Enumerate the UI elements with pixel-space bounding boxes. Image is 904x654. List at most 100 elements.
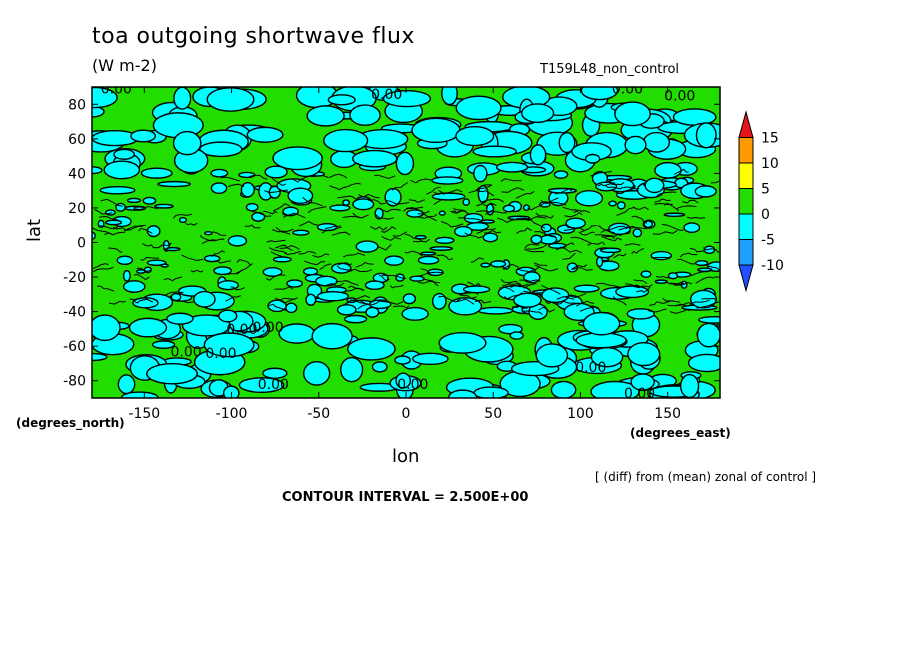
negative-anomaly-region — [166, 312, 194, 325]
contour-line — [674, 281, 693, 286]
contour-line — [476, 190, 495, 197]
contour-line — [279, 245, 300, 250]
contour-line — [392, 231, 408, 237]
contour-line — [665, 280, 683, 285]
negative-anomaly-region — [495, 161, 529, 173]
contour-line — [475, 184, 493, 191]
contour-line — [359, 299, 380, 306]
contour-line — [556, 296, 575, 300]
contour-line — [689, 299, 710, 305]
contour-value-label: 0.00 — [205, 346, 236, 362]
contour-line — [326, 282, 344, 287]
contour-line — [228, 183, 245, 188]
contour-line — [381, 226, 397, 233]
negative-anomaly-region — [431, 176, 464, 185]
contour-line — [535, 212, 554, 219]
negative-anomaly-region — [624, 135, 647, 155]
negative-anomaly-region — [480, 219, 495, 224]
contour-line — [350, 295, 371, 301]
negative-anomaly-region — [455, 95, 502, 121]
negative-anomaly-region — [687, 353, 720, 373]
contour-line — [266, 303, 287, 311]
contour-line — [441, 221, 464, 228]
contour-line — [185, 222, 198, 226]
colorbar-label: -10 — [761, 258, 784, 274]
contour-line — [328, 173, 348, 179]
contour-line — [461, 291, 479, 295]
contour-line — [348, 285, 365, 292]
contour-line — [534, 230, 555, 238]
contour-line — [337, 262, 353, 266]
negative-anomaly-region — [238, 377, 285, 394]
negative-anomaly-region — [311, 322, 353, 350]
negative-anomaly-region — [590, 380, 640, 398]
contour-line — [269, 247, 287, 255]
negative-anomaly-region — [329, 204, 351, 212]
negative-anomaly-region — [116, 255, 134, 266]
y-tick-label: 60 — [68, 132, 86, 148]
negative-anomaly-region — [414, 235, 427, 240]
contour-line — [265, 274, 286, 281]
contour-line — [710, 180, 720, 184]
contour-line — [349, 268, 373, 273]
contour-line — [367, 199, 386, 205]
contour-line — [220, 176, 240, 182]
negative-anomaly-region — [336, 304, 357, 316]
colorbar-segment — [738, 137, 754, 164]
negative-anomaly-region — [663, 212, 686, 217]
contour-line — [357, 301, 373, 310]
contour-value-label: 0.00 — [575, 360, 606, 376]
contour-line — [476, 202, 497, 207]
contour-line — [573, 209, 591, 214]
contour-line — [342, 215, 364, 219]
run-label: T159L48_non_control — [540, 62, 680, 77]
negative-anomaly-region — [286, 279, 303, 288]
negative-anomaly-region — [384, 187, 402, 207]
contour-line — [523, 310, 543, 315]
contour-line — [476, 228, 496, 234]
contour-line — [136, 267, 151, 273]
negative-anomaly-region — [482, 232, 499, 243]
contour-line — [571, 264, 588, 271]
contour-line — [97, 285, 115, 292]
negative-anomaly-region — [173, 87, 192, 110]
y-tick-label: 40 — [68, 166, 86, 182]
colorbar-segment — [738, 162, 754, 189]
contour-line — [623, 186, 640, 190]
negative-anomaly-region — [573, 284, 600, 293]
contour-line — [616, 206, 636, 216]
contour-line — [501, 187, 525, 193]
negative-anomaly-region — [697, 267, 713, 272]
y-tick-label: 0 — [77, 236, 86, 252]
contour-line — [142, 205, 158, 210]
contour-line — [601, 235, 622, 242]
contour-line — [661, 223, 684, 231]
contour-line — [378, 300, 404, 305]
negative-anomaly-region — [285, 302, 298, 314]
negative-anomaly-region — [352, 198, 375, 211]
negative-anomaly-region — [126, 197, 142, 204]
x-tick-label: -150 — [128, 406, 160, 422]
negative-anomaly-region — [264, 165, 288, 179]
x-tick-label: 100 — [567, 406, 594, 422]
contour-line — [481, 198, 505, 203]
contour-line — [381, 274, 406, 280]
contour-line — [682, 199, 699, 204]
contour-line — [108, 300, 126, 305]
contour-line — [656, 275, 675, 280]
negative-anomaly-region — [181, 314, 231, 337]
contour-line — [597, 182, 616, 187]
contour-line — [453, 208, 470, 215]
contour-line — [274, 297, 296, 301]
contour-line — [650, 255, 672, 259]
negative-anomaly-region — [246, 126, 284, 143]
contour-line — [152, 242, 172, 249]
negative-anomaly-region — [117, 374, 136, 395]
contour-line — [374, 174, 396, 180]
contour-line — [129, 297, 150, 301]
negative-anomaly-region — [292, 229, 310, 236]
negative-anomaly-region — [251, 211, 266, 222]
negative-anomaly-region — [305, 293, 317, 306]
contour-line — [516, 227, 533, 235]
contour-line — [649, 300, 671, 306]
